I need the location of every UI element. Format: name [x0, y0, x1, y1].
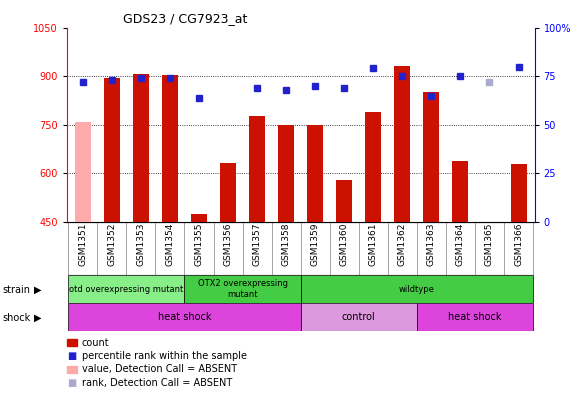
Text: GSM1365: GSM1365: [485, 223, 494, 267]
Text: GDS23 / CG7923_at: GDS23 / CG7923_at: [123, 12, 248, 25]
Bar: [394, 66, 410, 222]
Bar: [307, 126, 323, 222]
Text: wildtype: wildtype: [399, 285, 435, 293]
Text: control: control: [342, 312, 376, 322]
Text: ▶: ▶: [34, 285, 41, 295]
Bar: [220, 163, 236, 222]
Text: GSM1364: GSM1364: [456, 223, 465, 266]
Bar: [453, 161, 468, 222]
Text: GSM1359: GSM1359: [311, 223, 320, 267]
Bar: [162, 74, 178, 222]
Text: ■: ■: [67, 351, 77, 361]
Text: heat shock: heat shock: [448, 312, 502, 322]
Bar: [68, 303, 301, 331]
Bar: [424, 92, 439, 222]
Text: OTX2 overexpressing
mutant: OTX2 overexpressing mutant: [198, 280, 288, 299]
Text: value, Detection Call = ABSENT: value, Detection Call = ABSENT: [82, 364, 237, 375]
Text: GSM1366: GSM1366: [514, 223, 523, 267]
Text: GSM1354: GSM1354: [166, 223, 174, 266]
Bar: [336, 180, 352, 222]
Text: percentile rank within the sample: percentile rank within the sample: [82, 351, 247, 361]
Bar: [301, 303, 417, 331]
Text: GSM1358: GSM1358: [282, 223, 290, 267]
Bar: [249, 116, 265, 222]
Text: ▶: ▶: [34, 312, 41, 323]
Text: heat shock: heat shock: [157, 312, 211, 322]
Bar: [278, 126, 294, 222]
Text: GSM1362: GSM1362: [398, 223, 407, 266]
Bar: [75, 122, 91, 222]
Text: GSM1363: GSM1363: [427, 223, 436, 267]
Text: GSM1352: GSM1352: [107, 223, 116, 266]
Bar: [68, 275, 184, 303]
Text: strain: strain: [3, 285, 31, 295]
Text: GSM1356: GSM1356: [224, 223, 232, 267]
Text: shock: shock: [3, 312, 31, 323]
Bar: [301, 275, 533, 303]
Bar: [184, 275, 301, 303]
Bar: [104, 78, 120, 222]
Bar: [133, 74, 149, 222]
Text: otd overexpressing mutant: otd overexpressing mutant: [69, 285, 184, 293]
Text: GSM1360: GSM1360: [340, 223, 349, 267]
Text: rank, Detection Call = ABSENT: rank, Detection Call = ABSENT: [82, 378, 232, 388]
Text: GSM1351: GSM1351: [78, 223, 87, 267]
Bar: [417, 303, 533, 331]
Text: count: count: [82, 337, 110, 348]
Text: ■: ■: [67, 378, 77, 388]
Text: GSM1357: GSM1357: [253, 223, 261, 267]
Bar: [511, 164, 526, 222]
Text: GSM1355: GSM1355: [195, 223, 203, 267]
Bar: [191, 214, 207, 222]
Text: GSM1361: GSM1361: [369, 223, 378, 267]
Text: GSM1353: GSM1353: [137, 223, 145, 267]
Bar: [365, 112, 381, 222]
